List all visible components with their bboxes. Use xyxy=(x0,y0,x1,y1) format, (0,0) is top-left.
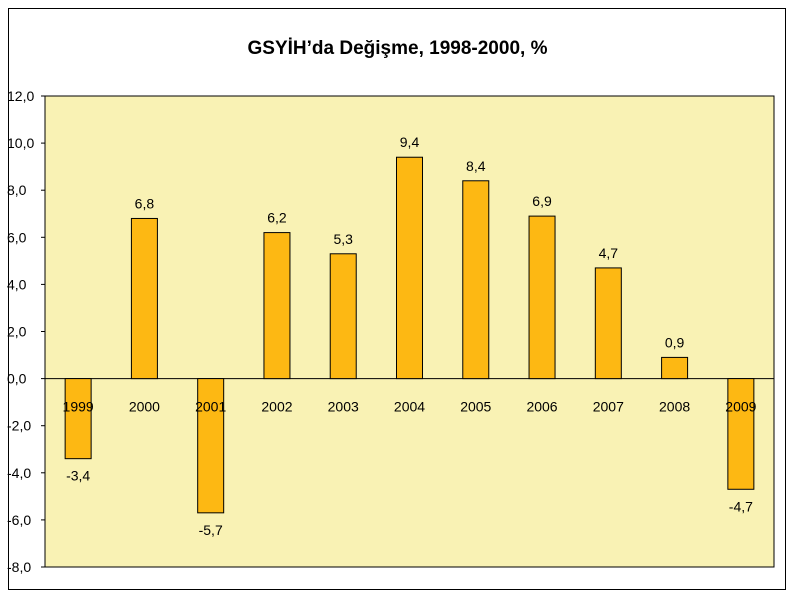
x-axis-category-label: 2009 xyxy=(725,399,756,415)
x-axis-category-label: 2008 xyxy=(659,399,690,415)
bar-2008 xyxy=(661,356,689,380)
bar-2007 xyxy=(594,267,622,380)
x-axis-category-label: 2002 xyxy=(261,399,292,415)
bar-2004 xyxy=(396,156,423,380)
y-axis-tick-label: 0,0 xyxy=(7,371,27,387)
x-axis-category-label: 2006 xyxy=(526,399,557,415)
bar-2006 xyxy=(528,215,556,380)
bar-2009 xyxy=(727,378,755,490)
bars xyxy=(64,156,755,514)
y-axis-tick-label: 12,0 xyxy=(7,88,34,104)
y-axis-tick-label: -2,0 xyxy=(7,418,31,434)
x-axis-category-label: 2001 xyxy=(195,399,226,415)
data-label: 6,9 xyxy=(532,193,552,209)
bar-2002 xyxy=(263,232,291,380)
y-axis-tick-label: 10,0 xyxy=(7,135,34,151)
data-label: 4,7 xyxy=(599,245,619,261)
y-axis-tick-label: -4,0 xyxy=(7,465,31,481)
y-axis-tick-labels: 12,0 10,0 8,0 6,0 4,0 2,0 0,0 -2,0 -4,0 -6,0 -8,0 xyxy=(7,88,34,575)
data-label: 0,9 xyxy=(665,334,685,350)
data-label: 6,8 xyxy=(135,195,155,211)
data-label: 5,3 xyxy=(333,231,353,247)
bar-2003 xyxy=(329,253,357,380)
x-axis-category-label: 2000 xyxy=(129,399,160,415)
y-axis-tick-label: 2,0 xyxy=(7,324,27,340)
x-axis-category-label: 2004 xyxy=(394,399,425,415)
y-axis-tick-label: 6,0 xyxy=(7,229,27,245)
data-label: -3,4 xyxy=(66,468,90,484)
x-axis-category-label: 1999 xyxy=(63,399,94,415)
data-label: 6,2 xyxy=(267,210,287,226)
y-axis-tick-label: -6,0 xyxy=(7,512,31,528)
y-axis-tick-label: 8,0 xyxy=(7,182,27,198)
x-axis-category-label: 2007 xyxy=(593,399,624,415)
y-axis-tick-label: -8,0 xyxy=(7,559,31,575)
data-labels: -3,4 6,8 -5,7 6,2 5,3 9,4 8,4 6,9 4,7 0,9 -4,7 xyxy=(66,134,753,538)
y-axis-tick-label: 4,0 xyxy=(7,276,27,292)
data-label: -4,7 xyxy=(729,498,753,514)
bar-2005 xyxy=(462,180,490,380)
x-axis-category-labels: 1999 2000 2001 2002 2003 2004 2005 2006 2007 2008… xyxy=(63,399,757,415)
bar-2001 xyxy=(197,378,225,514)
bar-2000 xyxy=(130,217,158,380)
chart-title: GSYİH’da Değişme, 1998-2000, % xyxy=(247,38,548,59)
data-label: 8,4 xyxy=(466,158,486,174)
data-label: -5,7 xyxy=(199,522,223,538)
x-axis-category-label: 2003 xyxy=(328,399,359,415)
data-label: 9,4 xyxy=(400,134,420,150)
x-axis-category-label: 2005 xyxy=(460,399,491,415)
bar-1999 xyxy=(64,378,92,460)
